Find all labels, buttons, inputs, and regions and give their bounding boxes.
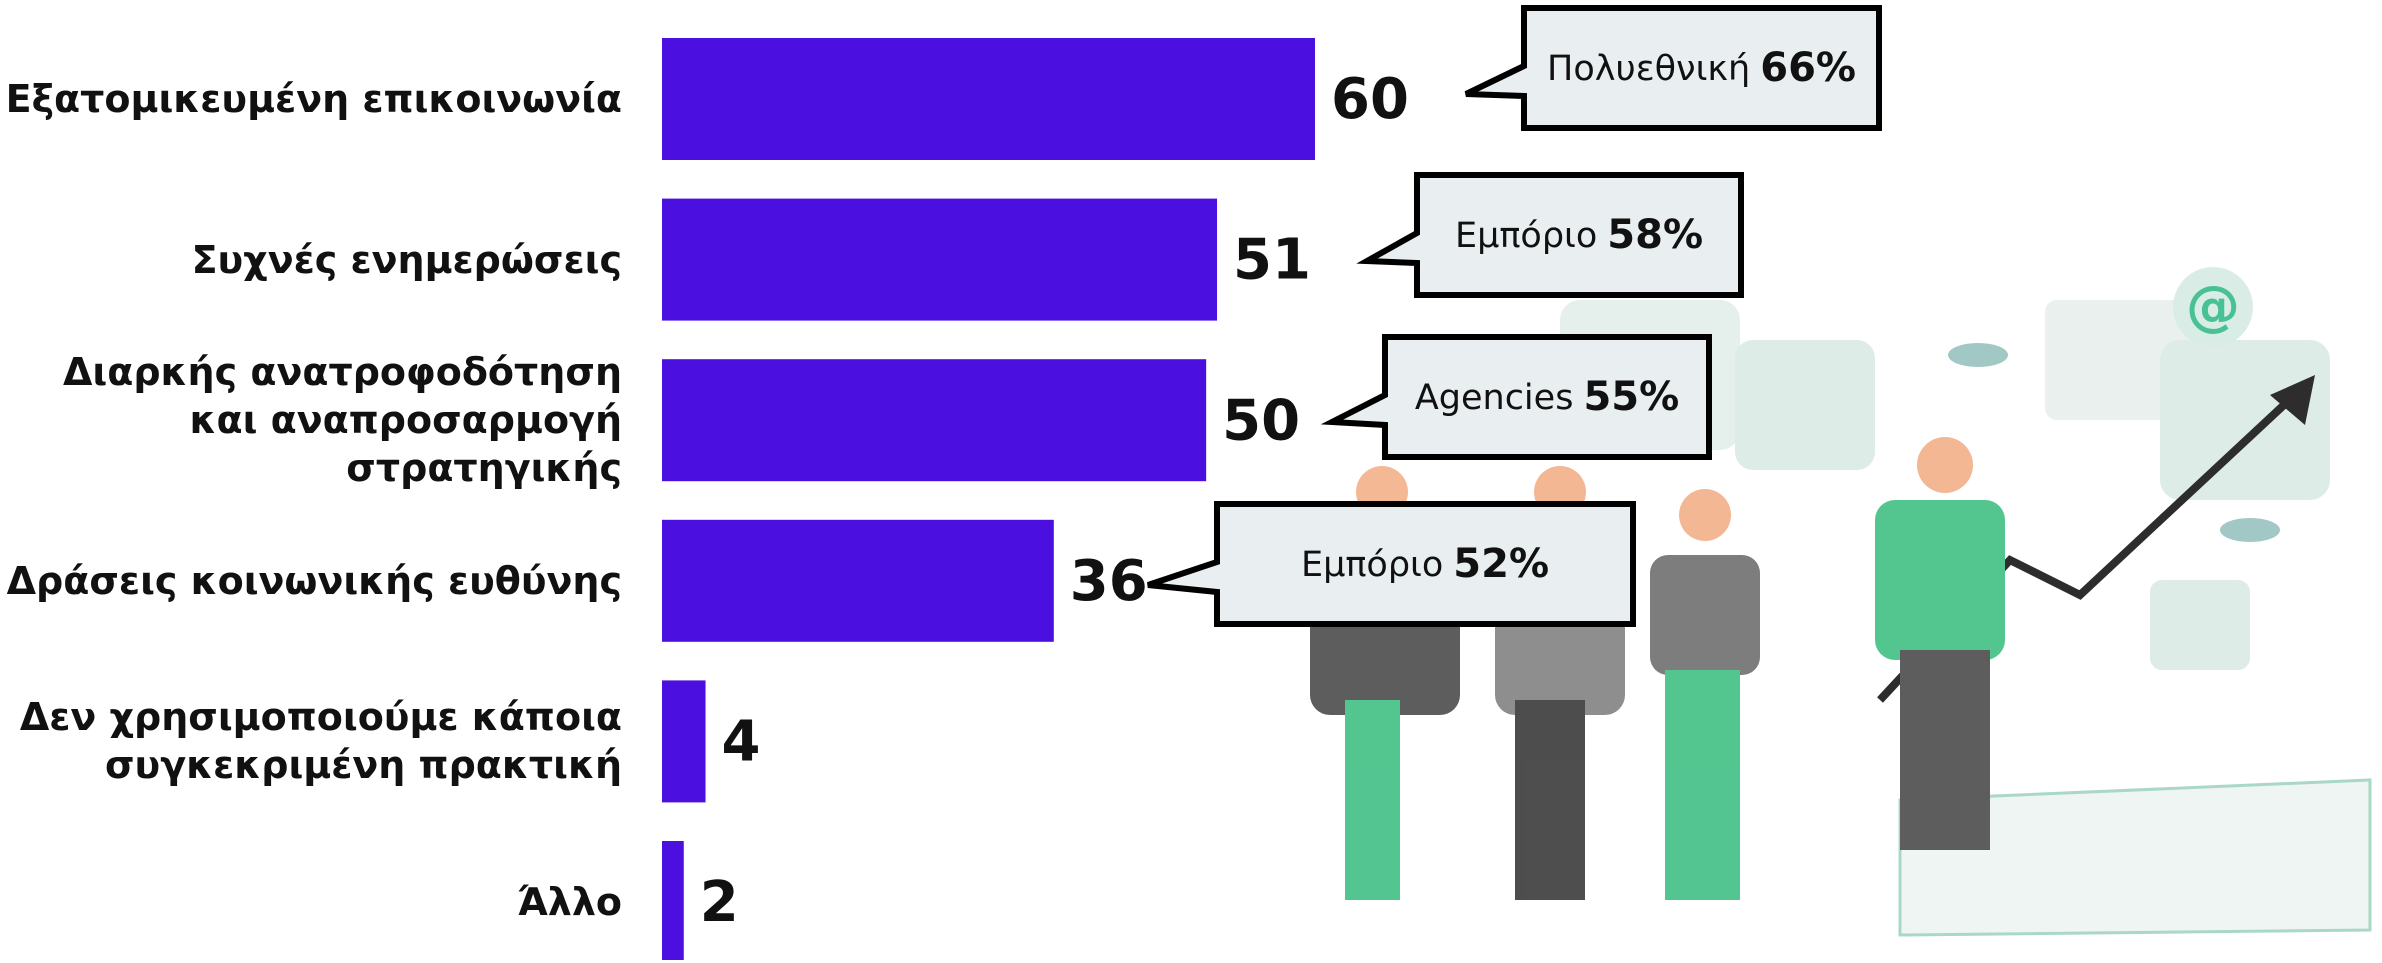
callout-segment: Εμπόριο <box>1455 216 1597 256</box>
value-label: 4 <box>722 710 761 775</box>
bar <box>662 841 684 960</box>
bar <box>662 359 1206 481</box>
value-label: 2 <box>700 870 739 935</box>
callout-value: 66% <box>1760 45 1856 91</box>
callout-value: 58% <box>1607 212 1703 258</box>
bar <box>662 520 1054 642</box>
category-label: Δεν χρησιμοποιούμε κάποια συγκεκριμένη π… <box>0 680 622 802</box>
category-label: Διαρκής ανατροφοδότηση και αναπροσαρμογή… <box>0 359 622 481</box>
bar <box>662 38 1315 160</box>
category-label: Εξατομικευμένη επικοινωνία <box>0 38 622 160</box>
callout-segment: Agencies <box>1415 378 1574 418</box>
coin <box>1948 343 2008 367</box>
category-label: Άλλο <box>0 841 622 963</box>
category-label: Δράσεις κοινωνικής ευθύνης <box>0 520 622 642</box>
icon-at: @ <box>2186 275 2240 338</box>
value-label: 51 <box>1233 228 1311 293</box>
icon-card <box>2150 580 2250 670</box>
callout-value: 55% <box>1583 374 1679 420</box>
bar <box>662 680 706 802</box>
page: @ 6051503642Πολυεθνική66%Εμπόριο58%Agenc… <box>0 0 2382 960</box>
icon-card <box>1735 340 1875 470</box>
callout-segment: Εμπόριο <box>1301 545 1443 585</box>
callout-value: 52% <box>1453 541 1549 587</box>
value-label: 50 <box>1222 388 1300 453</box>
value-label: 60 <box>1331 67 1409 132</box>
coin <box>2220 518 2280 542</box>
value-label: 36 <box>1070 549 1148 614</box>
callout-segment: Πολυεθνική <box>1547 49 1750 89</box>
bar <box>662 199 1217 321</box>
category-label: Συχνές ενημερώσεις <box>0 199 622 321</box>
